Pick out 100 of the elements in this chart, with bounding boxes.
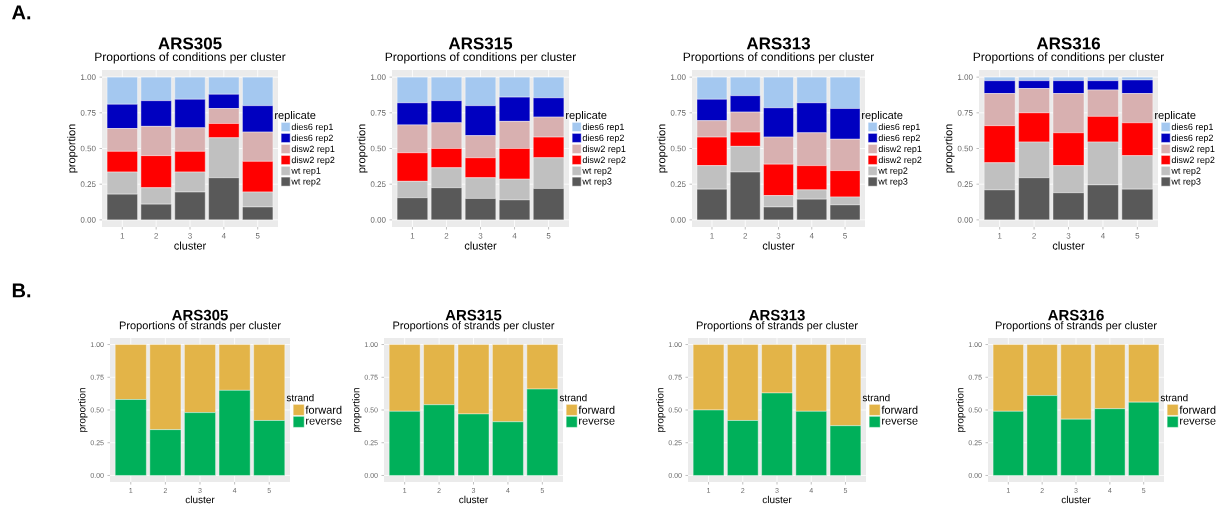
chart-subtitle: Proportions of strands per cluster xyxy=(995,321,1157,332)
legend-title: strand xyxy=(1160,394,1188,402)
x-tick-label: 5 xyxy=(255,233,260,239)
chart-subtitle: Proportions of strands per cluster xyxy=(119,321,281,332)
legend-label: dies6 rep2 xyxy=(291,134,333,144)
chart-subtitle: Proportions of conditions per cluster xyxy=(385,52,576,64)
y-tick-label: 0.00 xyxy=(80,217,96,223)
legend-label: disw2 rep1 xyxy=(291,145,335,155)
chart-title: ARS305 xyxy=(158,37,222,50)
chart-title: ARS313 xyxy=(749,310,805,321)
legend-label: forward xyxy=(1179,405,1216,414)
y-tick-label: 0.50 xyxy=(670,145,686,152)
x-axis-title: cluster xyxy=(1061,496,1091,504)
x-tick-label: 3 xyxy=(1066,233,1071,239)
x-tick-label: 2 xyxy=(154,233,158,239)
x-axis-title: cluster xyxy=(459,496,489,504)
x-tick-label: 1 xyxy=(998,233,1002,239)
y-tick-label: 1.00 xyxy=(371,74,386,81)
legend-label: dies6 rep1 xyxy=(1171,123,1213,133)
y-tick-label: 0.25 xyxy=(80,181,96,188)
x-tick-label: 4 xyxy=(512,233,517,239)
x-axis-title: cluster xyxy=(464,241,497,250)
legend-label: reverse xyxy=(579,418,615,425)
x-axis-title: cluster xyxy=(185,496,215,504)
x-tick-label: 1 xyxy=(120,233,125,239)
y-tick-label: 1.00 xyxy=(81,74,96,81)
y-tick-label: 0.00 xyxy=(670,217,686,223)
legend-label: disw2 rep2 xyxy=(878,156,922,166)
legend-label: wt rep2 xyxy=(291,178,321,187)
chart-title: ARS315 xyxy=(448,37,513,50)
y-tick-label: 1.00 xyxy=(958,74,973,81)
y-axis-title: proportion xyxy=(67,124,78,173)
legend-label: wt rep3 xyxy=(1171,178,1201,187)
chart-title: ARS316 xyxy=(1036,37,1101,50)
x-axis-title: cluster xyxy=(1052,241,1085,250)
legend-title: replicate xyxy=(275,111,316,122)
y-tick-label: 0.25 xyxy=(670,181,686,188)
y-axis-title: proportion xyxy=(78,388,88,433)
y-tick-label: 0.50 xyxy=(957,145,973,152)
y-tick-label: 0.75 xyxy=(957,110,973,116)
x-tick-label: 2 xyxy=(743,233,748,239)
chart-subtitle: Proportions of conditions per cluster xyxy=(95,52,286,64)
legend-label: disw2 rep1 xyxy=(878,145,922,155)
chart-subtitle: Proportions of strands per cluster xyxy=(696,321,858,332)
y-tick-label: 0.00 xyxy=(370,217,386,223)
y-tick-label: 0.25 xyxy=(370,181,386,188)
legend-label: wt rep2 xyxy=(582,167,612,176)
legend-label: forward xyxy=(881,405,918,414)
legend-label: wt rep3 xyxy=(878,178,908,187)
legend-label: disw2 rep2 xyxy=(291,156,335,166)
y-axis-title: proportion xyxy=(944,124,955,173)
legend-label: wt rep3 xyxy=(582,178,612,187)
legend-label: disw2 rep2 xyxy=(1171,156,1215,166)
x-tick-label: 5 xyxy=(546,233,551,239)
legend-label: forward xyxy=(305,405,342,414)
chart-subtitle: Proportions of strands per cluster xyxy=(393,321,555,332)
legend-label: dies6 rep1 xyxy=(291,123,333,133)
x-tick-label: 1 xyxy=(710,233,714,239)
legend-label: reverse xyxy=(306,418,342,425)
chart-subtitle: Proportions of conditions per cluster xyxy=(683,52,874,64)
y-tick-label: 1.00 xyxy=(671,74,686,81)
y-axis-title: proportion xyxy=(656,388,666,433)
legend-label: wt rep2 xyxy=(878,167,908,176)
chart-title: ARS305 xyxy=(172,310,228,321)
x-tick-label: 1 xyxy=(410,233,415,239)
chart-title: ARS315 xyxy=(445,310,502,321)
legend-title: strand xyxy=(862,394,890,402)
legend-label: forward xyxy=(578,405,615,414)
y-axis-title: proportion xyxy=(956,388,966,433)
legend-title: strand xyxy=(559,394,587,402)
x-tick-label: 4 xyxy=(1100,233,1105,239)
chart-title: ARS313 xyxy=(746,37,811,50)
legend-label: reverse xyxy=(1180,418,1216,425)
legend-label: reverse xyxy=(882,418,918,425)
y-axis-title: proportion xyxy=(357,124,368,173)
legend-title: replicate xyxy=(566,111,607,122)
y-tick-label: 0.50 xyxy=(370,145,386,152)
y-tick-label: 0.25 xyxy=(957,181,973,188)
y-tick-label: 0.75 xyxy=(670,110,686,116)
x-axis-title: cluster xyxy=(762,241,795,250)
text: B. xyxy=(12,283,31,298)
x-axis-title: cluster xyxy=(762,496,792,504)
legend-label: disw2 rep2 xyxy=(582,156,626,166)
legend-label: dies6 rep1 xyxy=(582,123,624,133)
legend-title: strand xyxy=(286,394,314,402)
legend-label: wt rep2 xyxy=(1171,167,1201,176)
legend-label: disw2 rep1 xyxy=(1171,145,1215,155)
y-tick-label: 0.50 xyxy=(80,145,96,152)
legend-label: dies6 rep2 xyxy=(1171,134,1213,144)
legend-label: disw2 rep1 xyxy=(582,145,626,155)
legend-label: dies6 rep1 xyxy=(878,123,920,133)
y-tick-label: 0.00 xyxy=(957,217,973,223)
x-tick-label: 4 xyxy=(809,233,814,239)
x-tick-label: 4 xyxy=(221,233,226,239)
legend-title: replicate xyxy=(1155,111,1196,122)
x-axis-title: cluster xyxy=(174,241,207,250)
legend-title: replicate xyxy=(862,111,903,122)
text: A. xyxy=(12,5,31,20)
x-tick-label: 2 xyxy=(444,233,449,239)
chart-title: ARS316 xyxy=(1048,310,1104,321)
